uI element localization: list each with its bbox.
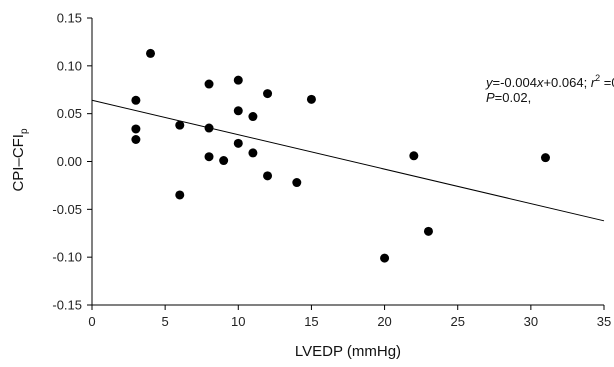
data-point	[233, 106, 243, 116]
data-point	[248, 112, 258, 122]
data-point	[131, 134, 141, 144]
y-ticks: -0.15 -0.10 -0.05 0.00 0.05 0.10 0.15	[52, 11, 92, 313]
y-axis-title: CPI–CFIp	[10, 128, 30, 192]
x-tick-label: 5	[162, 314, 169, 329]
x-tick-label: 10	[231, 314, 245, 329]
data-point	[380, 253, 390, 263]
x-ticks: 0 5 10 15 20 25 30 35	[88, 305, 611, 329]
x-tick-label: 0	[88, 314, 95, 329]
axes: 0 5 10 15 20 25 30 35 -0.15 -0.10 -0.05 0.00 0.05 0.…	[52, 11, 611, 330]
data-point	[204, 79, 214, 89]
anno-r-symbol: r	[591, 75, 596, 90]
data-point	[409, 151, 419, 161]
y-axis-title-subscript: p	[19, 128, 30, 134]
data-point	[146, 48, 156, 58]
data-point	[292, 178, 302, 188]
anno-r-superscript: 2	[595, 73, 600, 83]
data-point	[306, 94, 316, 104]
data-point	[248, 148, 258, 158]
anno-intercept: +0.064;	[543, 75, 590, 90]
anno-r2-value: =0.23	[600, 75, 614, 90]
y-tick-label: -0.10	[52, 250, 82, 265]
data-point	[204, 152, 214, 162]
data-point	[233, 138, 243, 148]
data-point	[423, 226, 433, 236]
data-points	[131, 48, 550, 263]
data-point	[131, 95, 141, 105]
data-point	[219, 156, 229, 166]
regression-line	[91, 99, 605, 222]
data-point	[175, 190, 185, 200]
anno-p-symbol: P	[486, 90, 495, 105]
x-tick-label: 20	[377, 314, 391, 329]
anno-p-value: =0.02,	[495, 90, 532, 105]
y-tick-label: -0.15	[52, 298, 82, 313]
y-axis-title-main: CPI–CFI	[10, 134, 27, 192]
x-tick-label: 30	[524, 314, 538, 329]
x-tick-label: 25	[450, 314, 464, 329]
data-point	[131, 124, 141, 134]
anno-y-symbol: y	[485, 75, 494, 90]
data-point	[263, 89, 273, 99]
anno-x-symbol: x	[536, 75, 544, 90]
y-tick-label: -0.05	[52, 202, 82, 217]
y-tick-label: 0.00	[57, 154, 82, 169]
data-point	[540, 153, 550, 163]
data-point	[263, 171, 273, 181]
x-tick-label: 35	[597, 314, 611, 329]
x-axis-title: LVEDP (mmHg)	[295, 343, 401, 360]
data-point	[204, 123, 214, 133]
y-tick-label: 0.10	[57, 58, 82, 73]
anno-slope: =-0.004	[493, 75, 537, 90]
x-tick-label: 15	[304, 314, 318, 329]
data-point	[175, 120, 185, 130]
y-tick-label: 0.15	[57, 11, 82, 26]
regression-equation: y=-0.004x+0.064; r2 =0.23	[485, 73, 614, 90]
data-point	[233, 75, 243, 85]
p-value: P=0.02,	[486, 90, 531, 105]
y-tick-label: 0.05	[57, 106, 82, 121]
